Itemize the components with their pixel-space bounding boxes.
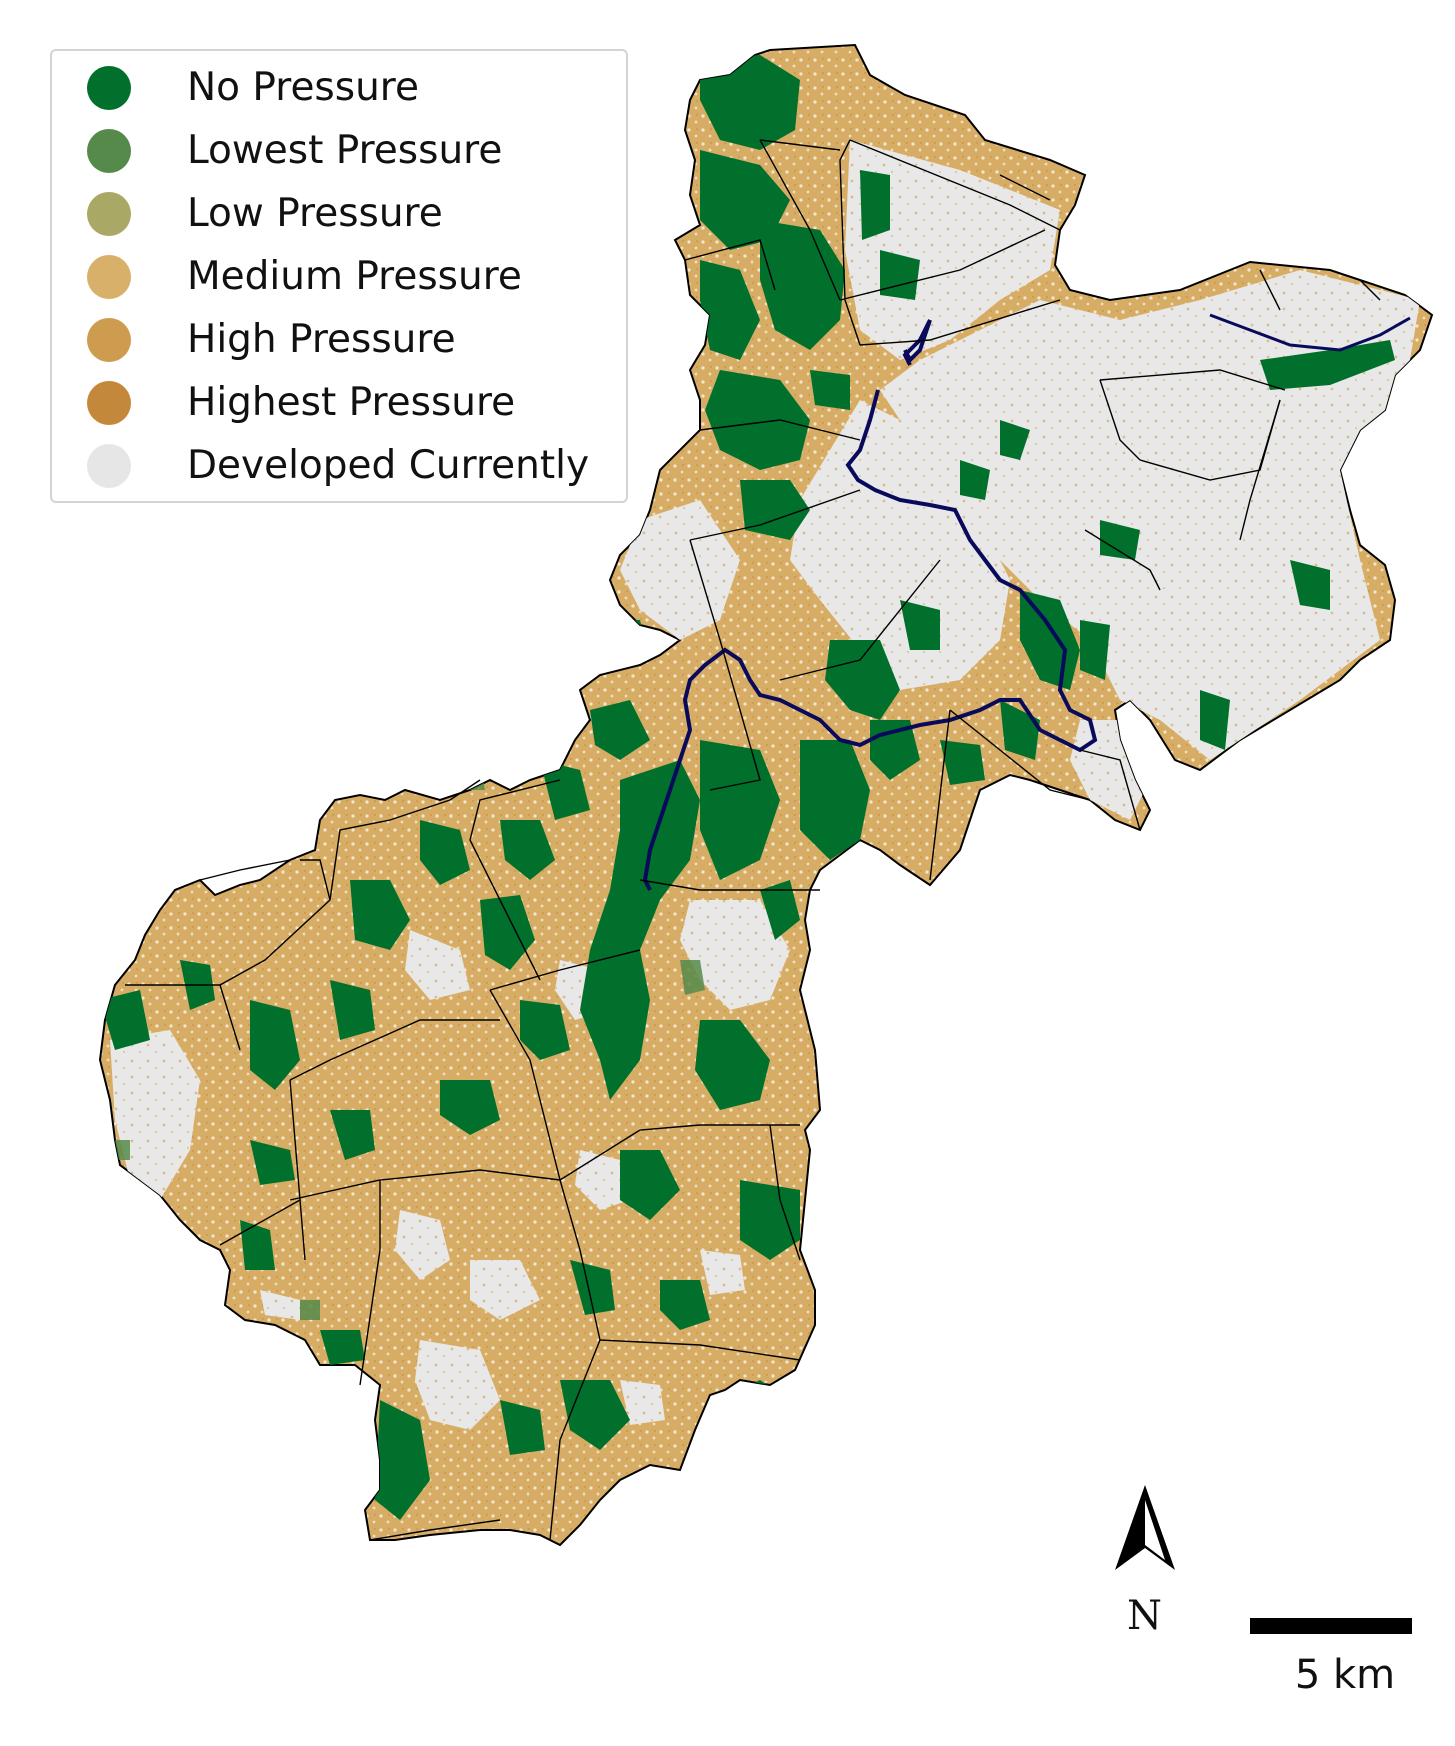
legend-label: High Pressure — [187, 317, 456, 362]
legend-item-lowest-pressure: Lowest Pressure — [52, 120, 626, 180]
legend-swatch — [87, 192, 131, 236]
legend-item-developed-currently: Developed Currently — [52, 435, 626, 495]
legend-item-highest-pressure: Highest Pressure — [52, 372, 626, 432]
legend: No Pressure Lowest Pressure Low Pressure… — [50, 49, 628, 503]
legend-label: Developed Currently — [187, 443, 590, 488]
legend-swatch — [87, 318, 131, 362]
north-arrow-icon — [1115, 1485, 1175, 1570]
scale-bar-label: 5 km — [1294, 1652, 1396, 1698]
river-east — [1209, 313, 1411, 352]
legend-label: Highest Pressure — [187, 380, 516, 425]
legend-label: Lowest Pressure — [187, 128, 503, 173]
region-map — [98, 43, 1434, 1547]
no-pressure-areas — [100, 55, 1395, 1520]
legend-item-low-pressure: Low Pressure — [52, 183, 626, 243]
north-label: N — [1127, 1593, 1162, 1639]
legend-swatch — [87, 129, 131, 173]
legend-label: Low Pressure — [187, 191, 443, 236]
subregion-boundaries — [125, 139, 1381, 1541]
legend-swatch — [87, 255, 131, 299]
legend-item-high-pressure: High Pressure — [52, 309, 626, 369]
legend-label: No Pressure — [187, 65, 419, 110]
river-north — [903, 319, 932, 364]
legend-swatch — [87, 381, 131, 425]
legend-swatch — [87, 66, 131, 110]
legend-item-no-pressure: No Pressure — [52, 57, 626, 117]
legend-swatch — [87, 444, 131, 488]
scale-bar — [1250, 1618, 1412, 1634]
legend-item-medium-pressure: Medium Pressure — [52, 246, 626, 306]
legend-label: Medium Pressure — [187, 254, 522, 299]
